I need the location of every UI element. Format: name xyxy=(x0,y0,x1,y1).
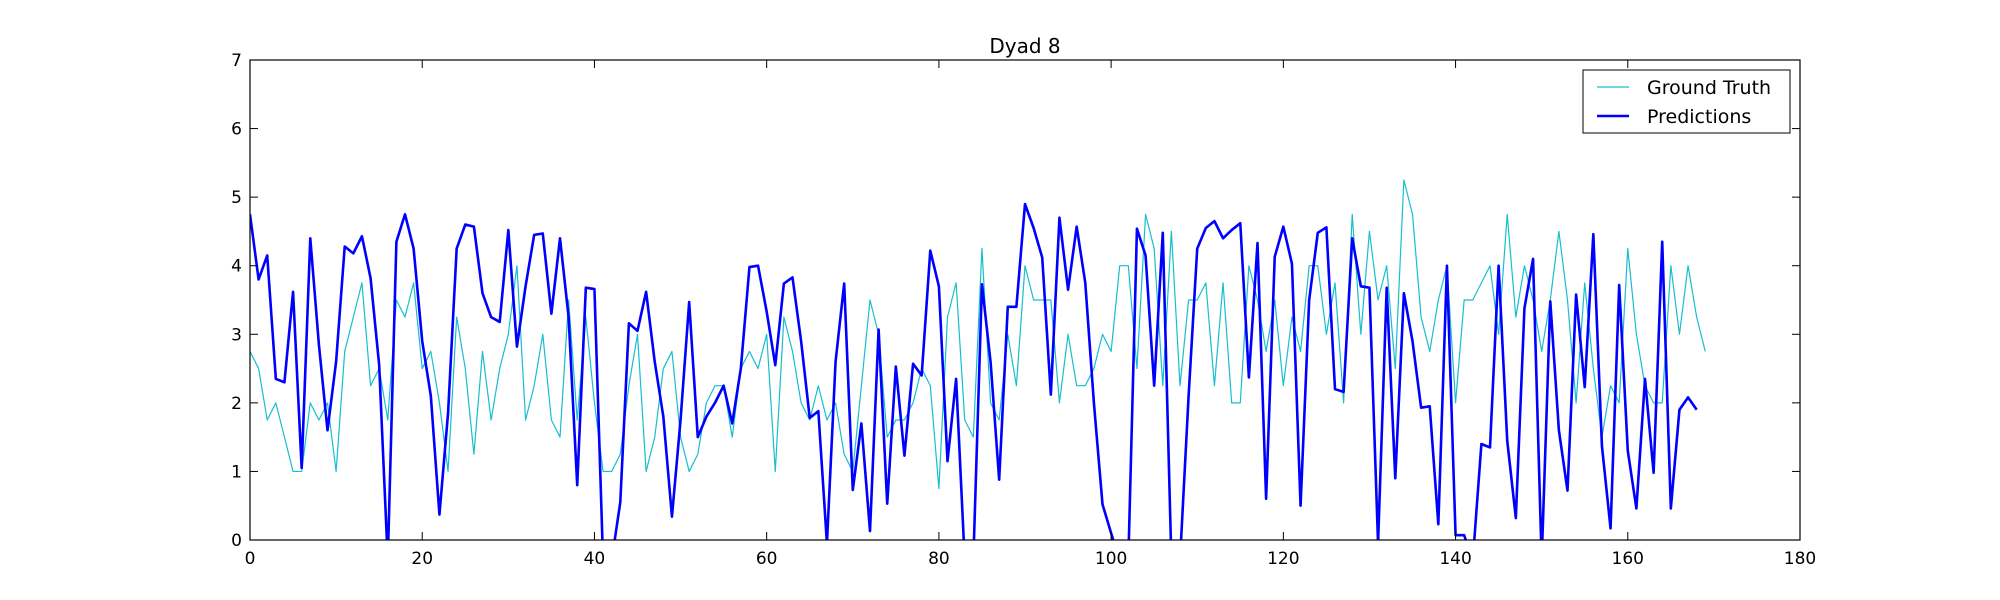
y-tick-label: 0 xyxy=(231,531,242,551)
y-tick-label: 6 xyxy=(231,120,242,140)
legend-box xyxy=(1582,69,1791,134)
y-tick-label: 5 xyxy=(231,188,242,208)
x-tick-label: 40 xyxy=(584,549,606,569)
plot-frame xyxy=(249,59,1801,541)
x-tick-label: 120 xyxy=(1267,549,1299,569)
chart-title: Dyad 8 xyxy=(989,34,1060,58)
x-tick-label: 160 xyxy=(1612,549,1644,569)
y-axis: 0 1 2 3 4 5 6 7 xyxy=(231,51,1800,551)
y-tick-label: 4 xyxy=(231,257,242,277)
y-tick-label: 1 xyxy=(231,462,242,482)
x-tick-label: 100 xyxy=(1095,549,1127,569)
legend-label: Predictions xyxy=(1647,106,1751,128)
x-tick-label: 140 xyxy=(1439,549,1471,569)
x-tick-label: 0 xyxy=(245,549,256,569)
x-tick-label: 180 xyxy=(1784,549,1816,569)
y-tick-label: 7 xyxy=(231,51,242,71)
x-tick-label: 20 xyxy=(411,549,433,569)
series-line-ground-truth xyxy=(250,179,1706,490)
legend-label: Ground Truth xyxy=(1647,77,1771,99)
legend: Ground Truth Predictions xyxy=(1582,69,1791,134)
series-layer xyxy=(250,179,1706,540)
x-axis: 0 20 40 60 80 100 120 140 160 180 xyxy=(245,60,1816,569)
y-tick-label: 3 xyxy=(231,325,242,345)
x-tick-label: 60 xyxy=(756,549,778,569)
x-tick-label: 80 xyxy=(928,549,950,569)
y-tick-label: 2 xyxy=(231,394,242,414)
